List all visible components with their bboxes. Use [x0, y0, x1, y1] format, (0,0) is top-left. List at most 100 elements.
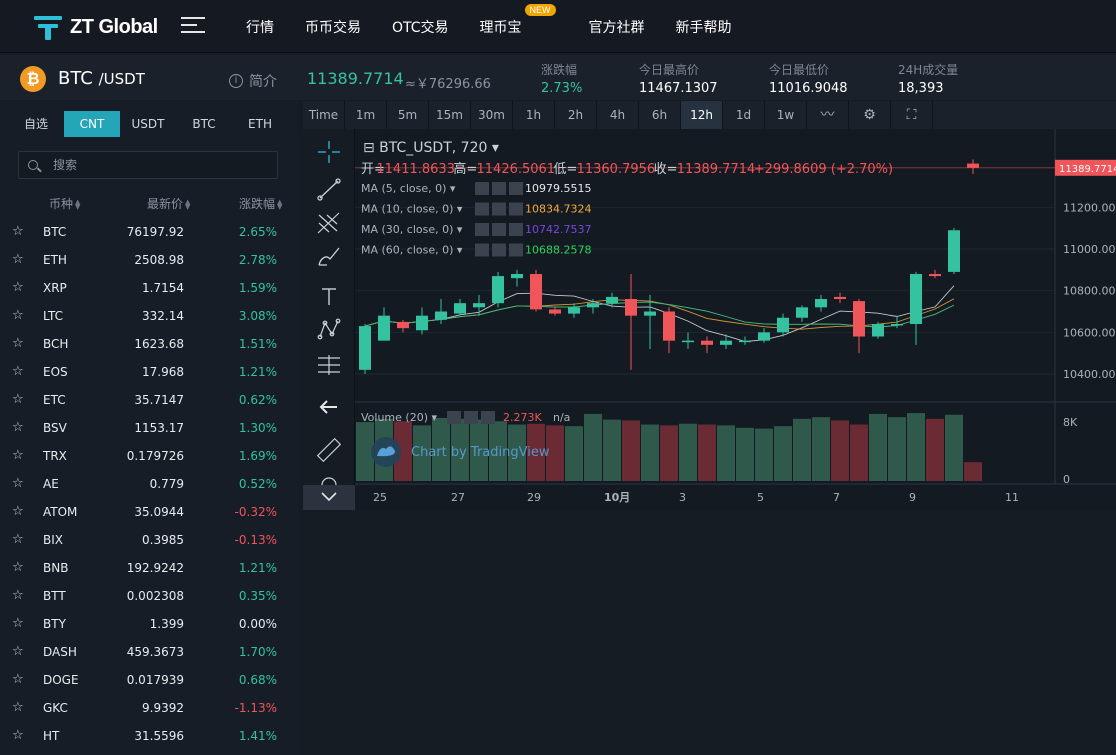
- favorite-star-icon[interactable]: ☆: [12, 588, 24, 603]
- collapse-icon[interactable]: [303, 485, 355, 510]
- tab-favorites[interactable]: 自选: [23, 117, 48, 131]
- market-row[interactable]: ☆ BCH 1623.68 1.51%: [0, 330, 298, 358]
- nav-market[interactable]: 行情: [246, 19, 274, 36]
- favorite-star-icon[interactable]: ☆: [12, 504, 24, 519]
- fullscreen-icon[interactable]: ⛶: [891, 101, 933, 129]
- market-row[interactable]: ☆ BTC 76197.92 2.65%: [0, 218, 298, 246]
- market-row[interactable]: ☆ TRX 0.179726 1.69%: [0, 442, 298, 470]
- ma-legend-button-icon[interactable]: [475, 182, 489, 195]
- favorite-star-icon[interactable]: ☆: [12, 616, 24, 631]
- chart-symbol-label[interactable]: ⊟ BTC_USDT, 720 ▾: [363, 140, 499, 156]
- crosshair-icon[interactable]: [318, 141, 340, 163]
- favorite-star-icon[interactable]: ☆: [12, 560, 24, 575]
- market-row[interactable]: ☆ XRP 1.7154 1.59%: [0, 274, 298, 302]
- tradingview-watermark[interactable]: Chart by TradingView: [411, 445, 550, 460]
- tab-eth[interactable]: ETH: [248, 117, 272, 131]
- interval-15m[interactable]: 15m: [429, 101, 471, 129]
- favorite-star-icon[interactable]: ☆: [12, 336, 24, 351]
- ma-legend-label[interactable]: MA (5, close, 0) ▾: [361, 182, 456, 195]
- ruler-icon[interactable]: [316, 437, 342, 463]
- interval-6h[interactable]: 6h: [639, 101, 681, 129]
- tab-cnt[interactable]: CNT: [64, 111, 120, 137]
- volume-legend-label[interactable]: Volume (20) ▾: [361, 411, 437, 424]
- interval-12h[interactable]: 12h: [681, 101, 723, 129]
- ma-legend-button-icon[interactable]: [492, 243, 506, 257]
- text-tool-icon[interactable]: [322, 288, 336, 305]
- market-row[interactable]: ☆ BTT 0.002308 0.35%: [0, 582, 298, 610]
- market-row[interactable]: ☆ GKC 9.9392 -1.13%: [0, 694, 298, 722]
- interval-5m[interactable]: 5m: [387, 101, 429, 129]
- ma-legend-button-icon[interactable]: [475, 223, 489, 236]
- menu-icon[interactable]: [181, 17, 205, 35]
- back-arrow-icon[interactable]: [319, 400, 337, 414]
- interval-2h[interactable]: 2h: [555, 101, 597, 129]
- market-row[interactable]: ☆ DASH 459.3673 1.70%: [0, 638, 298, 666]
- tab-usdt[interactable]: USDT: [131, 117, 165, 131]
- intro-link[interactable]: i 简介: [229, 71, 277, 91]
- logo[interactable]: ZT Global: [34, 13, 158, 41]
- search-input[interactable]: [53, 156, 263, 174]
- market-row[interactable]: ☆ HT 31.5596 1.41%: [0, 722, 298, 750]
- trend-line-icon[interactable]: [317, 178, 341, 201]
- interval-1w[interactable]: 1w: [765, 101, 807, 129]
- nav-spot-trading[interactable]: 币币交易: [305, 19, 361, 36]
- nav-community[interactable]: 官方社群: [588, 19, 645, 36]
- interval-4h[interactable]: 4h: [597, 101, 639, 129]
- nav-otc-trading[interactable]: OTC交易: [392, 19, 449, 36]
- ma-legend-label[interactable]: MA (10, close, 0) ▾: [361, 203, 463, 216]
- price-chart[interactable]: 11200.000 11000.000 10800.000 10600.000 1040…: [355, 129, 1116, 510]
- market-row[interactable]: ☆ EOS 17.968 1.21%: [0, 358, 298, 386]
- ma-legend-button-icon[interactable]: [509, 182, 523, 195]
- interval-1d[interactable]: 1d: [723, 101, 765, 129]
- ma-legend-button-icon[interactable]: [509, 223, 523, 236]
- favorite-star-icon[interactable]: ☆: [12, 700, 24, 715]
- ma-legend-button-icon[interactable]: [492, 202, 506, 216]
- pattern-icon[interactable]: [317, 318, 341, 340]
- market-row[interactable]: ☆ ATOM 35.0944 -0.32%: [0, 498, 298, 526]
- market-row[interactable]: ☆ DOGE 0.017939 0.68%: [0, 666, 298, 694]
- favorite-star-icon[interactable]: ☆: [12, 448, 24, 463]
- favorite-star-icon[interactable]: ☆: [12, 420, 24, 435]
- market-row[interactable]: ☆ LTC 332.14 3.08%: [0, 302, 298, 330]
- ma-legend-button-icon[interactable]: [492, 223, 506, 236]
- market-row[interactable]: ☆ BNB 192.9242 1.21%: [0, 554, 298, 582]
- market-row[interactable]: ☆ ETC 35.7147 0.62%: [0, 386, 298, 414]
- ma-legend-button-icon[interactable]: [475, 202, 489, 216]
- favorite-star-icon[interactable]: ☆: [12, 672, 24, 687]
- tab-btc[interactable]: BTC: [192, 117, 216, 131]
- interval-1h[interactable]: 1h: [513, 101, 555, 129]
- fib-tool-icon[interactable]: [317, 212, 340, 234]
- ma-legend-button-icon[interactable]: [475, 243, 489, 257]
- volume-legend-button-icon[interactable]: [481, 411, 495, 424]
- ma-legend-button-icon[interactable]: [509, 243, 523, 257]
- volume-legend-button-icon[interactable]: [447, 411, 461, 424]
- settings-icon[interactable]: ⚙: [849, 101, 891, 129]
- brush-icon[interactable]: [318, 247, 340, 266]
- favorite-star-icon[interactable]: ☆: [12, 644, 24, 659]
- favorite-star-icon[interactable]: ☆: [12, 364, 24, 379]
- measure-icon[interactable]: [318, 355, 340, 375]
- market-row[interactable]: ☆ BIX 0.3985 -0.13%: [0, 526, 298, 554]
- market-row[interactable]: ☆ ETH 2508.98 2.78%: [0, 246, 298, 274]
- market-row[interactable]: ☆ BTY 1.399 0.00%: [0, 610, 298, 638]
- favorite-star-icon[interactable]: ☆: [12, 728, 24, 743]
- col-header-coin[interactable]: 币种 ▲ ▼: [49, 195, 80, 212]
- ma-legend-label[interactable]: MA (30, close, 0) ▾: [361, 223, 463, 236]
- favorite-star-icon[interactable]: ☆: [12, 280, 24, 295]
- col-header-change[interactable]: 涨跌幅 ▲ ▼: [239, 195, 282, 212]
- favorite-star-icon[interactable]: ☆: [12, 308, 24, 323]
- favorite-star-icon[interactable]: ☆: [12, 476, 24, 491]
- col-header-price[interactable]: 最新价 ▲ ▼: [147, 195, 190, 212]
- favorite-star-icon[interactable]: ☆: [12, 252, 24, 267]
- nav-wealth[interactable]: 理币宝 NEW: [480, 3, 556, 37]
- market-row[interactable]: ☆ BSV 1153.17 1.30%: [0, 414, 298, 442]
- interval-30m[interactable]: 30m: [471, 101, 513, 129]
- ma-legend-label[interactable]: MA (60, close, 0) ▾: [361, 244, 463, 257]
- ma-legend-button-icon[interactable]: [492, 182, 506, 195]
- ma-legend-button-icon[interactable]: [509, 202, 523, 216]
- interval-1m[interactable]: 1m: [345, 101, 387, 129]
- nav-help[interactable]: 新手帮助: [675, 19, 732, 36]
- favorite-star-icon[interactable]: ☆: [12, 392, 24, 407]
- favorite-star-icon[interactable]: ☆: [12, 532, 24, 547]
- volume-legend-button-icon[interactable]: [464, 411, 478, 424]
